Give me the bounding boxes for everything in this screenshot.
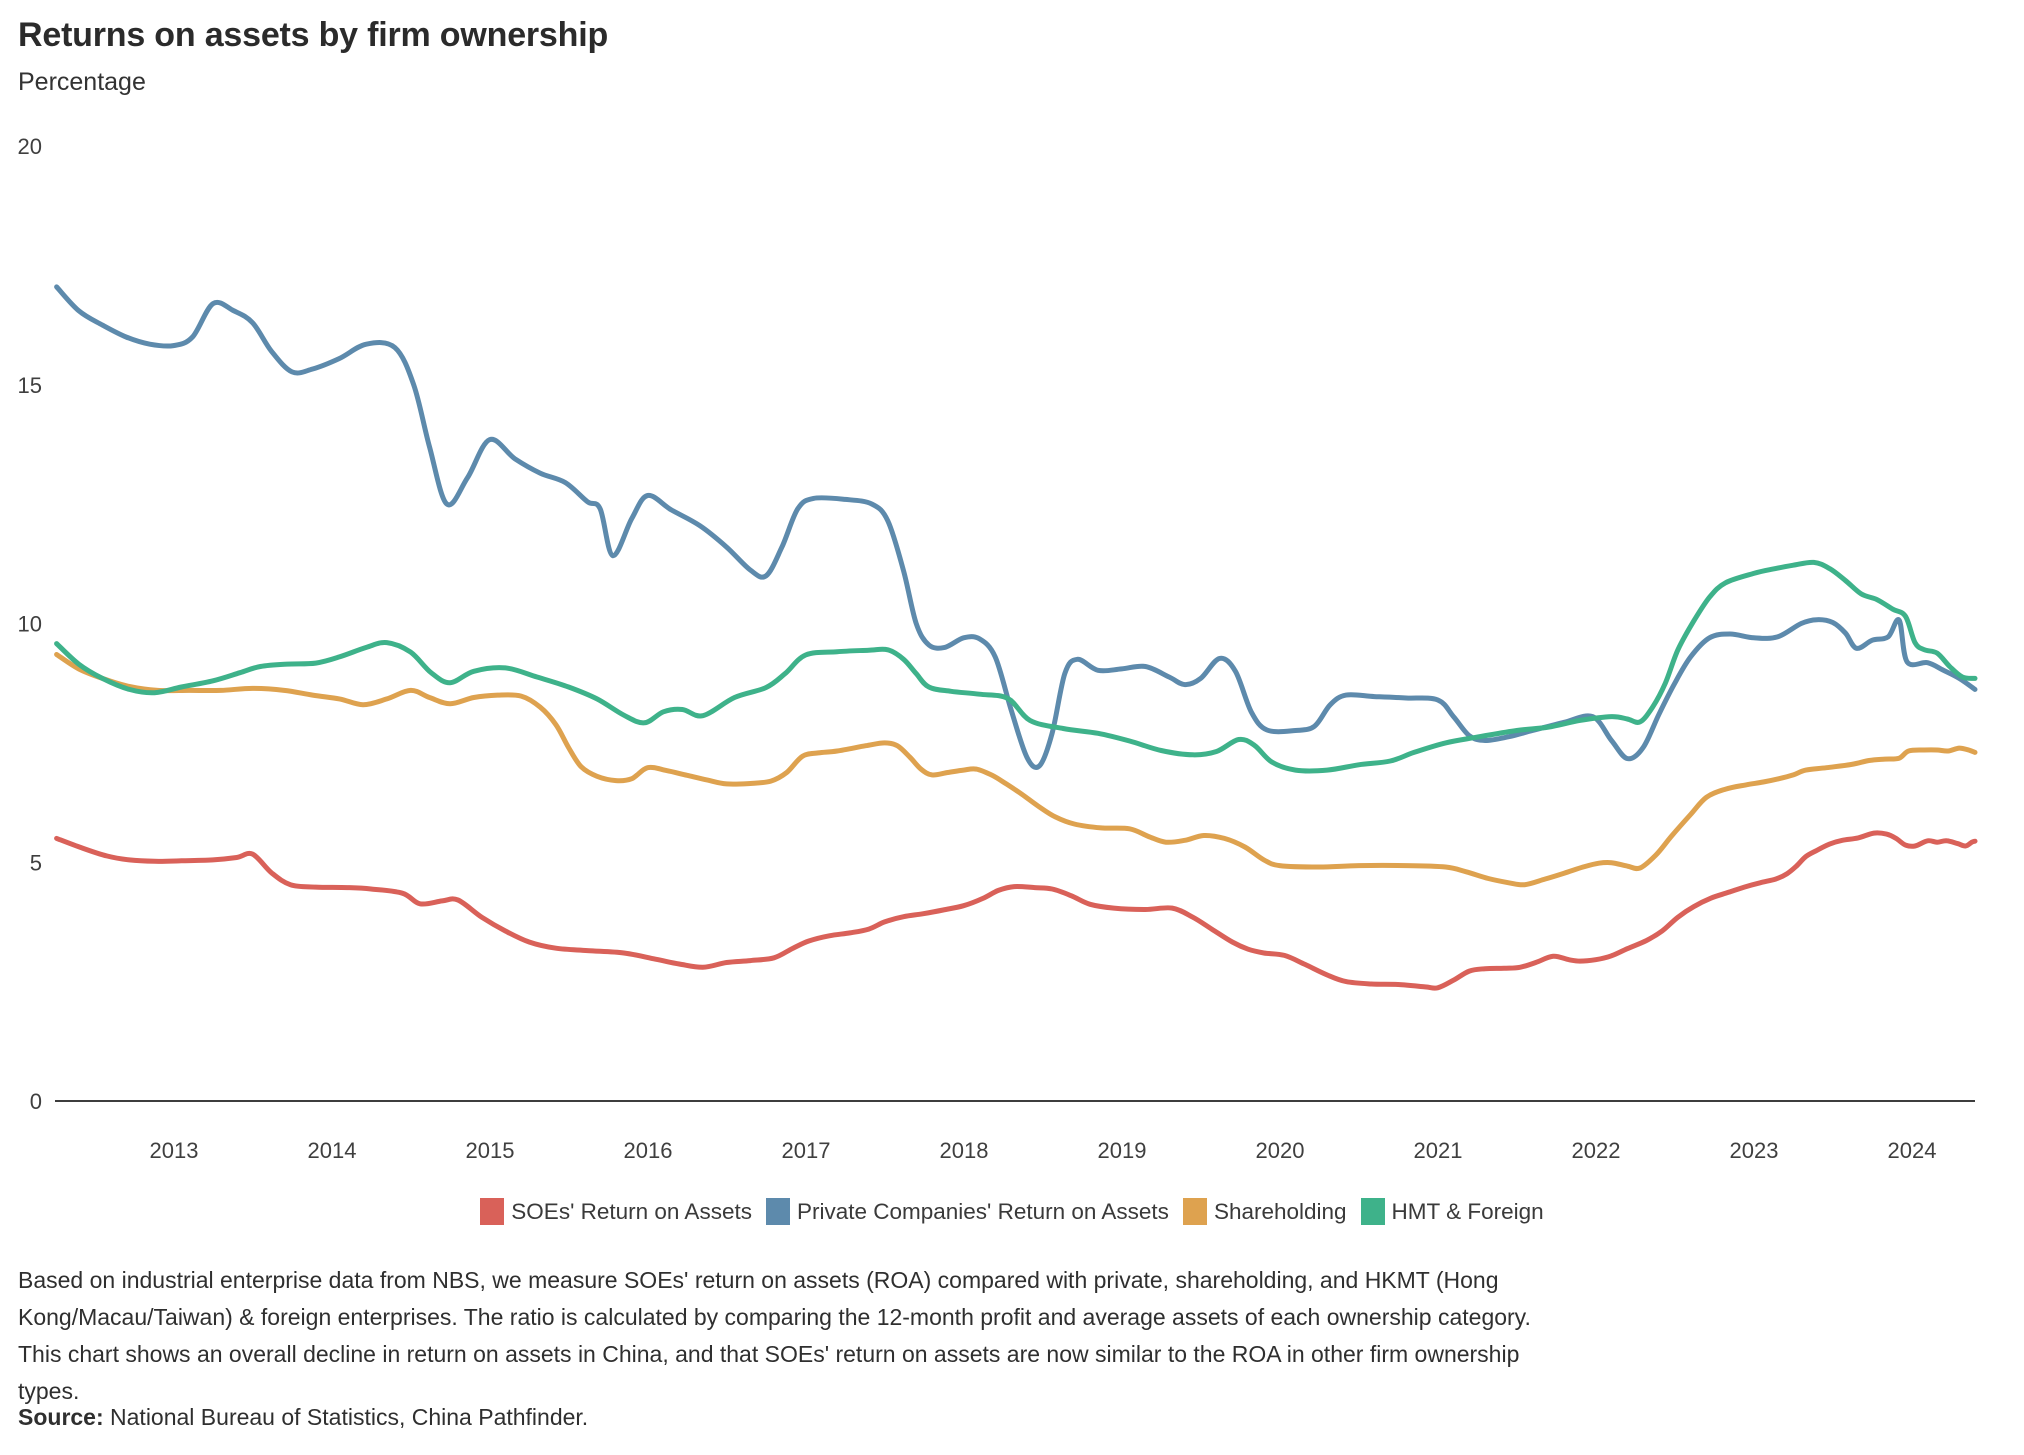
y-axis-tick-label: 15 (18, 373, 42, 398)
series-line-2 (54, 652, 1978, 888)
series-line-3 (54, 559, 1978, 774)
chart-svg: 0 5 10 15 20 2013 2014 2015 2016 2017 2018 2019 2020… (18, 134, 1978, 1163)
legend-swatch-icon (480, 1198, 505, 1225)
x-axis-tick-label: 2013 (150, 1138, 199, 1163)
x-axis-tick-label: 2020 (1256, 1138, 1305, 1163)
x-axis-tick-label: 2018 (940, 1138, 989, 1163)
y-axis-tick-label: 5 (30, 850, 42, 875)
series-line-1 (54, 284, 1978, 770)
legend: SOEs' Return on Assets Private Companies'… (0, 1198, 2024, 1225)
legend-label: Shareholding (1213, 1198, 1347, 1224)
source-text: National Bureau of Statistics, China Pat… (103, 1404, 589, 1430)
x-axis-tick-label: 2014 (308, 1138, 357, 1163)
x-axis-tick-label: 2017 (782, 1138, 831, 1163)
chart-area: 0 5 10 15 20 2013 2014 2015 2016 2017 2018 2019 2020… (18, 134, 1978, 1163)
source-label: Source: (18, 1404, 104, 1430)
x-axis-tick-label: 2021 (1414, 1138, 1463, 1163)
y-axis-tick-label: 0 (30, 1089, 42, 1114)
x-axis-tick-label: 2016 (624, 1138, 673, 1163)
chart-title: Returns on assets by firm ownership (18, 16, 609, 54)
x-axis-tick-label: 2015 (466, 1138, 515, 1163)
x-axis-tick-label: 2023 (1730, 1138, 1779, 1163)
chart-subtitle: Percentage (18, 68, 146, 96)
x-axis-tick-label: 2022 (1572, 1138, 1621, 1163)
x-axis-tick-label: 2024 (1888, 1138, 1937, 1163)
x-axis-tick-label: 2019 (1098, 1138, 1147, 1163)
legend-label: HMT & Foreign (1391, 1198, 1544, 1224)
source-line: Source: National Bureau of Statistics, C… (18, 1404, 588, 1431)
chart-caption: Based on industrial enterprise data from… (18, 1267, 1531, 1404)
y-axis-tick-label: 10 (18, 612, 42, 637)
legend-item-1: Private Companies' Return on Assets (765, 1198, 1169, 1225)
legend-item-2: Shareholding (1182, 1198, 1347, 1225)
legend-swatch-icon (765, 1198, 790, 1225)
legend-swatch-icon (1360, 1198, 1385, 1225)
legend-swatch-icon (1182, 1198, 1207, 1225)
legend-label: Private Companies' Return on Assets (796, 1198, 1169, 1224)
legend-item-3: HMT & Foreign (1360, 1198, 1544, 1225)
legend-label: SOEs' Return on Assets (511, 1198, 752, 1224)
y-axis-tick-label: 20 (18, 134, 42, 159)
series-line-0 (54, 830, 1978, 991)
legend-item-0: SOEs' Return on Assets (480, 1198, 752, 1225)
